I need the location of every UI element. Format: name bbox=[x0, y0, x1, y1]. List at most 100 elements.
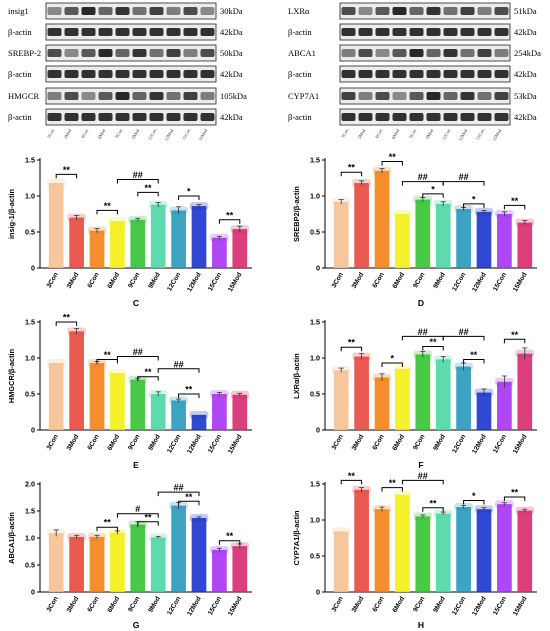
category-label: 15Con bbox=[492, 434, 508, 455]
blot-lane-label: 6Mod bbox=[97, 127, 107, 139]
bar-6Mod bbox=[395, 368, 410, 430]
bracket-line bbox=[340, 346, 363, 352]
blot-band bbox=[494, 70, 509, 78]
significance-mark: * bbox=[472, 194, 476, 204]
blot-kda-label: 53kDa bbox=[514, 91, 537, 101]
category-label: 15Con bbox=[207, 272, 223, 293]
y-tick-label: 0 bbox=[316, 588, 320, 597]
blot-band bbox=[358, 113, 373, 121]
blot-band bbox=[200, 113, 215, 121]
blot-protein-label: β-actin bbox=[8, 69, 32, 79]
blot-band bbox=[166, 28, 181, 36]
category-label: 6Con bbox=[86, 434, 100, 452]
blot-protein-label: β-actin bbox=[8, 27, 32, 37]
blot-band bbox=[115, 70, 130, 78]
category-label: 12Con bbox=[451, 272, 467, 293]
blot-row: β-actin 42kDa bbox=[8, 23, 243, 41]
bar-12Mod bbox=[476, 392, 492, 430]
blot-protein-label: CYP7A1 bbox=[288, 91, 319, 101]
significance-mark: ## bbox=[418, 471, 428, 481]
blot-band bbox=[409, 92, 424, 100]
bracket-line bbox=[401, 181, 444, 186]
blot-band bbox=[358, 70, 373, 78]
blot-row: HMGCR 105kDa bbox=[8, 87, 247, 105]
blot-band bbox=[98, 70, 113, 78]
significance-bracket: * bbox=[178, 187, 200, 200]
bar-9Mod bbox=[150, 537, 166, 592]
category-label: 15Con bbox=[492, 272, 508, 293]
bracket-line bbox=[463, 358, 485, 364]
category-label: 3Mod bbox=[351, 434, 366, 452]
blot-protein-label: β-actin bbox=[8, 112, 32, 122]
significance-mark: ** bbox=[511, 196, 519, 206]
significance-bracket: ** bbox=[340, 338, 363, 352]
blot-row: insig1 30kDa bbox=[8, 2, 243, 20]
blot-band bbox=[409, 7, 424, 15]
significance-bracket: ** bbox=[381, 478, 403, 492]
blot-lane-label: 3Mod bbox=[357, 127, 367, 139]
bar-3Con bbox=[48, 183, 64, 268]
blot-band bbox=[81, 70, 96, 78]
panel-letter: F bbox=[418, 460, 423, 470]
significance-mark: ** bbox=[104, 350, 112, 360]
category-label: 15Con bbox=[207, 434, 223, 455]
blot-band bbox=[341, 7, 356, 15]
significance-mark: ** bbox=[144, 367, 152, 377]
bracket-line bbox=[463, 500, 485, 505]
bar-3Mod bbox=[354, 183, 369, 268]
bar-6Con bbox=[89, 230, 105, 268]
blot-band bbox=[392, 28, 407, 36]
category-label: 3Con bbox=[46, 434, 60, 452]
category-label: 15Con bbox=[492, 596, 508, 617]
blot-band bbox=[183, 49, 198, 57]
blot-band bbox=[183, 113, 198, 121]
blot-panel-left: insig1 30kDa β-actin 42kDa SREBP-2 50kDa β-act… bbox=[8, 2, 247, 142]
significance-bracket: ** bbox=[55, 165, 78, 179]
blot-protein-label: SREBP-2 bbox=[8, 48, 41, 58]
bar-12Con bbox=[171, 400, 186, 430]
blot-row: ABCA1 254kDa bbox=[288, 44, 541, 62]
blot-band bbox=[64, 70, 79, 78]
bar-12Con bbox=[171, 210, 186, 268]
bracket-line bbox=[157, 368, 200, 373]
category-label: 6Mod bbox=[391, 596, 406, 614]
bracket-line bbox=[503, 338, 526, 344]
significance-bracket: ** bbox=[503, 196, 526, 210]
blot-kda-label: 51kDa bbox=[514, 6, 537, 16]
bar-3Con bbox=[333, 201, 349, 268]
blot-band bbox=[375, 113, 390, 121]
bar-3Mod bbox=[69, 217, 84, 268]
blot-band bbox=[477, 49, 492, 57]
y-tick-label: 0.5 bbox=[310, 552, 320, 561]
y-tick-label: 1.5 bbox=[25, 318, 35, 327]
bar-6Con bbox=[89, 363, 105, 430]
blot-band bbox=[47, 92, 62, 100]
category-label: 12Con bbox=[451, 434, 467, 455]
significance-bracket: ** bbox=[96, 201, 118, 215]
blot-band bbox=[409, 70, 424, 78]
blot-band bbox=[132, 7, 147, 15]
bar-9Con bbox=[415, 199, 431, 268]
category-label: 6Mod bbox=[106, 434, 121, 452]
blot-band bbox=[477, 113, 492, 121]
blot-band bbox=[443, 28, 458, 36]
bracket-line bbox=[137, 191, 159, 197]
blot-band bbox=[392, 113, 407, 121]
blot-lane-label: 15Mod bbox=[198, 127, 209, 141]
y-axis-label: CYP7A1/β-actin bbox=[292, 510, 301, 566]
bracket-line bbox=[401, 479, 444, 485]
category-label: 6Con bbox=[371, 272, 385, 290]
significance-mark: ** bbox=[429, 498, 437, 508]
bracket-line bbox=[422, 507, 444, 512]
blot-band bbox=[477, 92, 492, 100]
significance-bracket: ** bbox=[340, 471, 363, 485]
bar-9Mod bbox=[150, 204, 166, 268]
significance-mark: * bbox=[390, 354, 394, 364]
category-label: 15Mod bbox=[512, 272, 529, 294]
blot-lane-label: 3Con bbox=[340, 127, 350, 139]
significance-bracket: ** bbox=[55, 313, 78, 326]
blot-lane-label: 12Con bbox=[441, 127, 452, 141]
blot-band bbox=[132, 70, 147, 78]
blot-protein-label: β-actin bbox=[288, 69, 312, 79]
significance-mark: ** bbox=[144, 512, 152, 522]
